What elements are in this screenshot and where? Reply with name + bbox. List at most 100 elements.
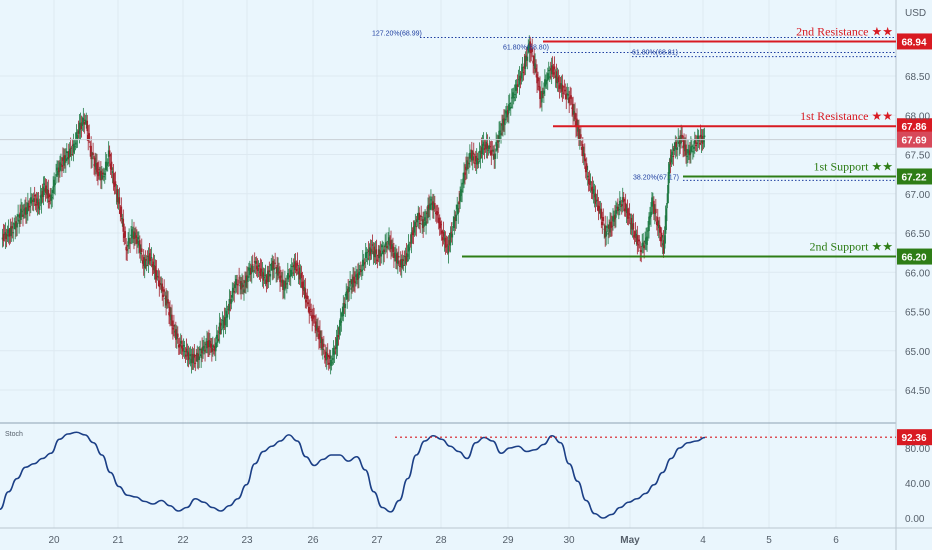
candle-body xyxy=(459,193,461,202)
candle-body xyxy=(302,281,305,290)
candle-body xyxy=(635,233,638,239)
candle-body xyxy=(675,141,678,148)
candle-body xyxy=(89,145,91,148)
candle-body xyxy=(438,221,441,229)
candle-body xyxy=(460,189,462,197)
level-price-tag xyxy=(897,33,932,50)
candle-body xyxy=(296,262,299,266)
candle-body xyxy=(550,65,553,75)
candle-body xyxy=(261,271,264,277)
stoch-value-tag xyxy=(897,429,932,446)
candle-body xyxy=(189,354,192,357)
candle-body xyxy=(629,222,632,225)
candle-body xyxy=(120,206,123,218)
candle-body xyxy=(603,228,606,230)
candle-body xyxy=(96,163,98,173)
candle-body xyxy=(30,199,33,202)
candle-body xyxy=(443,237,446,242)
candle-body xyxy=(162,294,164,297)
candle-body xyxy=(403,256,406,258)
candle-body xyxy=(353,276,355,283)
candle-body xyxy=(663,235,666,249)
candle-body xyxy=(137,237,139,240)
candle-body xyxy=(408,247,411,251)
candle-body xyxy=(581,147,583,150)
candle-body xyxy=(468,163,470,165)
candle-body xyxy=(206,340,208,349)
candle-body xyxy=(619,200,621,206)
candle-body xyxy=(446,244,449,246)
candle-body xyxy=(674,142,677,150)
candle-body xyxy=(385,242,387,246)
candle-body xyxy=(166,300,168,304)
candle-body xyxy=(343,303,346,305)
candle-body xyxy=(188,357,191,359)
candle-body xyxy=(80,123,83,129)
candle-body xyxy=(594,193,597,204)
candle-body xyxy=(12,232,15,234)
candle-body xyxy=(320,337,322,344)
candle-body xyxy=(83,122,86,125)
candle-body xyxy=(36,199,39,206)
candle-body xyxy=(381,245,384,248)
candle-body xyxy=(341,311,344,317)
x-tick-label: 4 xyxy=(700,535,706,546)
candle-body xyxy=(471,149,473,161)
candle-body xyxy=(412,230,415,236)
candle-body xyxy=(631,223,634,230)
candle-body xyxy=(538,85,540,87)
candle-body xyxy=(461,190,463,193)
candle-body xyxy=(434,203,436,206)
candle-body xyxy=(671,151,674,155)
candle-body xyxy=(258,271,261,273)
candle-body xyxy=(398,265,401,267)
candle-body xyxy=(54,183,56,186)
candle-body xyxy=(607,232,609,235)
candle-body xyxy=(309,308,312,310)
candle-body xyxy=(676,147,679,150)
candle-body xyxy=(82,117,85,123)
candle-body xyxy=(126,248,128,251)
candle-body xyxy=(77,130,80,134)
candle-body xyxy=(391,244,393,249)
candle-body xyxy=(530,52,533,54)
candle-body xyxy=(456,204,459,210)
candle-body xyxy=(582,144,584,157)
candle-body xyxy=(469,152,471,159)
candle-body xyxy=(517,79,520,81)
candle-body xyxy=(641,243,644,247)
candle-body xyxy=(473,162,476,164)
candle-body xyxy=(90,145,92,160)
candle-body xyxy=(455,214,458,222)
candle-body xyxy=(410,232,413,244)
level-label: 2nd Support ★★ xyxy=(809,240,893,254)
candle-body xyxy=(40,194,43,204)
candle-body xyxy=(75,132,78,139)
candle-body xyxy=(151,264,154,267)
candle-body xyxy=(184,354,187,357)
candle-body xyxy=(368,247,371,256)
candle-body xyxy=(141,260,144,264)
candle-body xyxy=(604,225,607,238)
candle-body xyxy=(520,72,523,79)
candle-body xyxy=(179,340,182,344)
candle-body xyxy=(279,276,281,283)
candle-body xyxy=(433,204,435,209)
candle-body xyxy=(621,197,624,203)
candle-body xyxy=(49,194,52,198)
candle-body xyxy=(334,346,337,350)
candle-body xyxy=(182,345,185,347)
candle-body xyxy=(266,275,269,282)
candle-body xyxy=(105,163,108,166)
candle-body xyxy=(181,347,184,352)
candle-body xyxy=(477,161,480,164)
candle-body xyxy=(250,265,253,274)
candle-body xyxy=(278,271,280,274)
candle-body xyxy=(23,209,25,211)
candle-body xyxy=(308,306,311,314)
candle-body xyxy=(262,272,265,281)
candle-body xyxy=(542,93,544,95)
candle-body xyxy=(434,212,437,215)
x-tick-label: 5 xyxy=(766,535,772,546)
